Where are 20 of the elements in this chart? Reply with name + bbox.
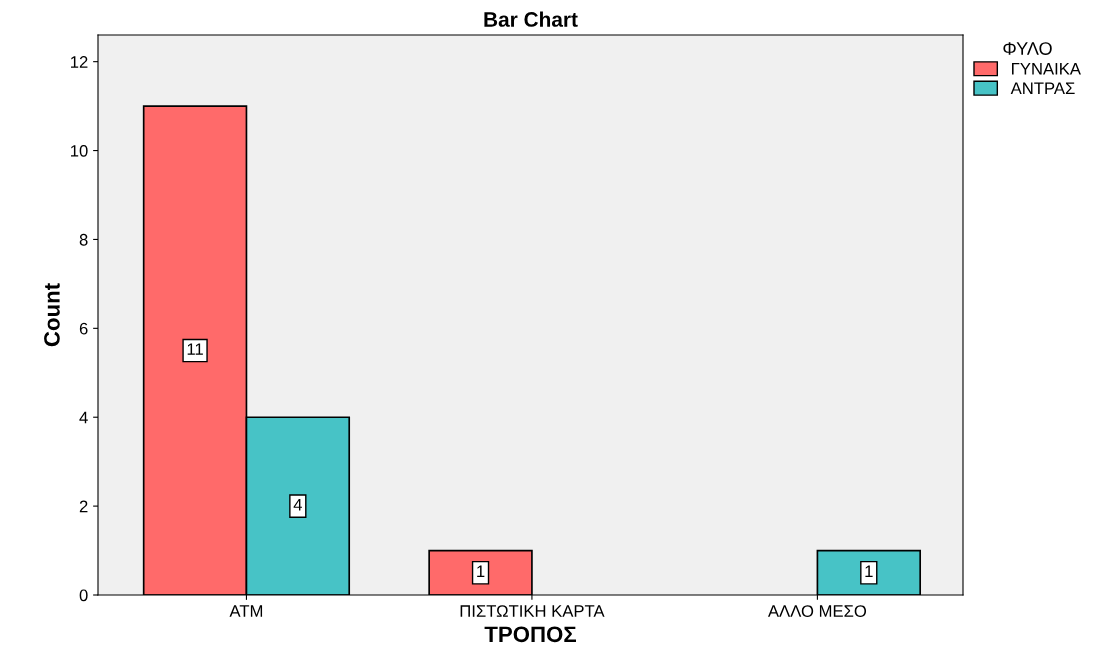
chart-title: Bar Chart [484,11,578,27]
legend-title: ΦΥΛΟ [1003,42,1052,55]
y-tick-label: 10 [71,144,88,157]
legend-label: ΓΥΝΑΙΚΑ [1012,63,1081,75]
x-axis-title: ΤΡΟΠΟΣ [484,626,576,643]
x-tick-label: ΑΛΛΟ ΜΕΣΟ [768,605,867,617]
data-label: 11 [187,343,203,355]
y-tick-label: 8 [79,233,88,246]
y-tick-label: 2 [79,500,88,513]
y-tick-label: 4 [79,411,88,424]
y-tick-label: 12 [71,56,88,68]
y-tick-label: 0 [79,589,88,602]
data-label: 4 [293,498,302,511]
x-tick-label: ATM [229,605,263,617]
data-label: 1 [865,565,873,578]
data-label: 1 [477,565,485,578]
y-axis-title: Count [44,283,60,347]
x-tick-label: ΠΙΣΤΩΤΙΚΗ ΚΑΡΤΑ [460,605,605,617]
y-tick-label: 6 [79,322,88,335]
legend-label: ΑΝΤΡΑΣ [1010,82,1075,94]
